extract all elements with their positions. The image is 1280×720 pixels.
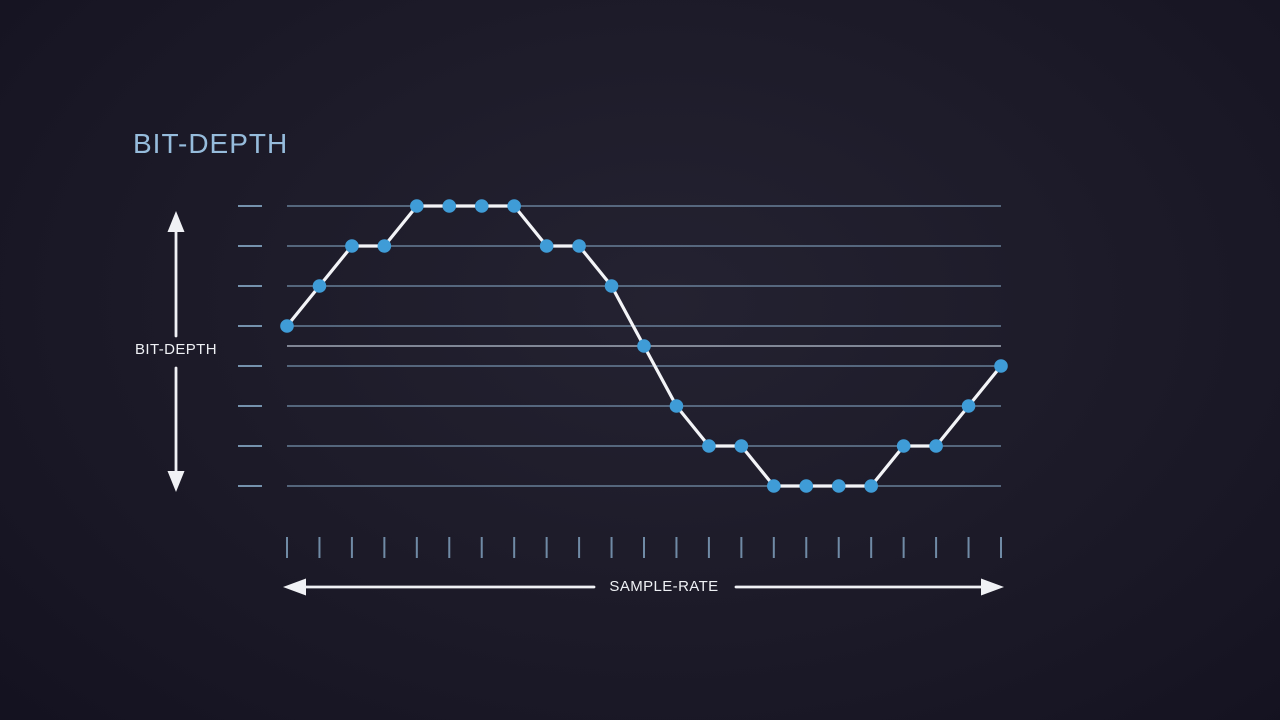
level-dash-marks — [238, 205, 262, 487]
quantization-grid-lines — [287, 205, 1001, 487]
bit-depth-axis-label: BIT-DEPTH — [135, 341, 217, 358]
sample-rate-range-arrow — [283, 578, 1004, 596]
bit-depth-range-arrow — [167, 211, 185, 492]
page-title: BIT-DEPTH — [133, 128, 289, 159]
sample-rate-axis-label: SAMPLE-RATE — [609, 578, 719, 595]
sample-tick-marks — [286, 537, 1002, 558]
sample-points — [280, 199, 1008, 493]
